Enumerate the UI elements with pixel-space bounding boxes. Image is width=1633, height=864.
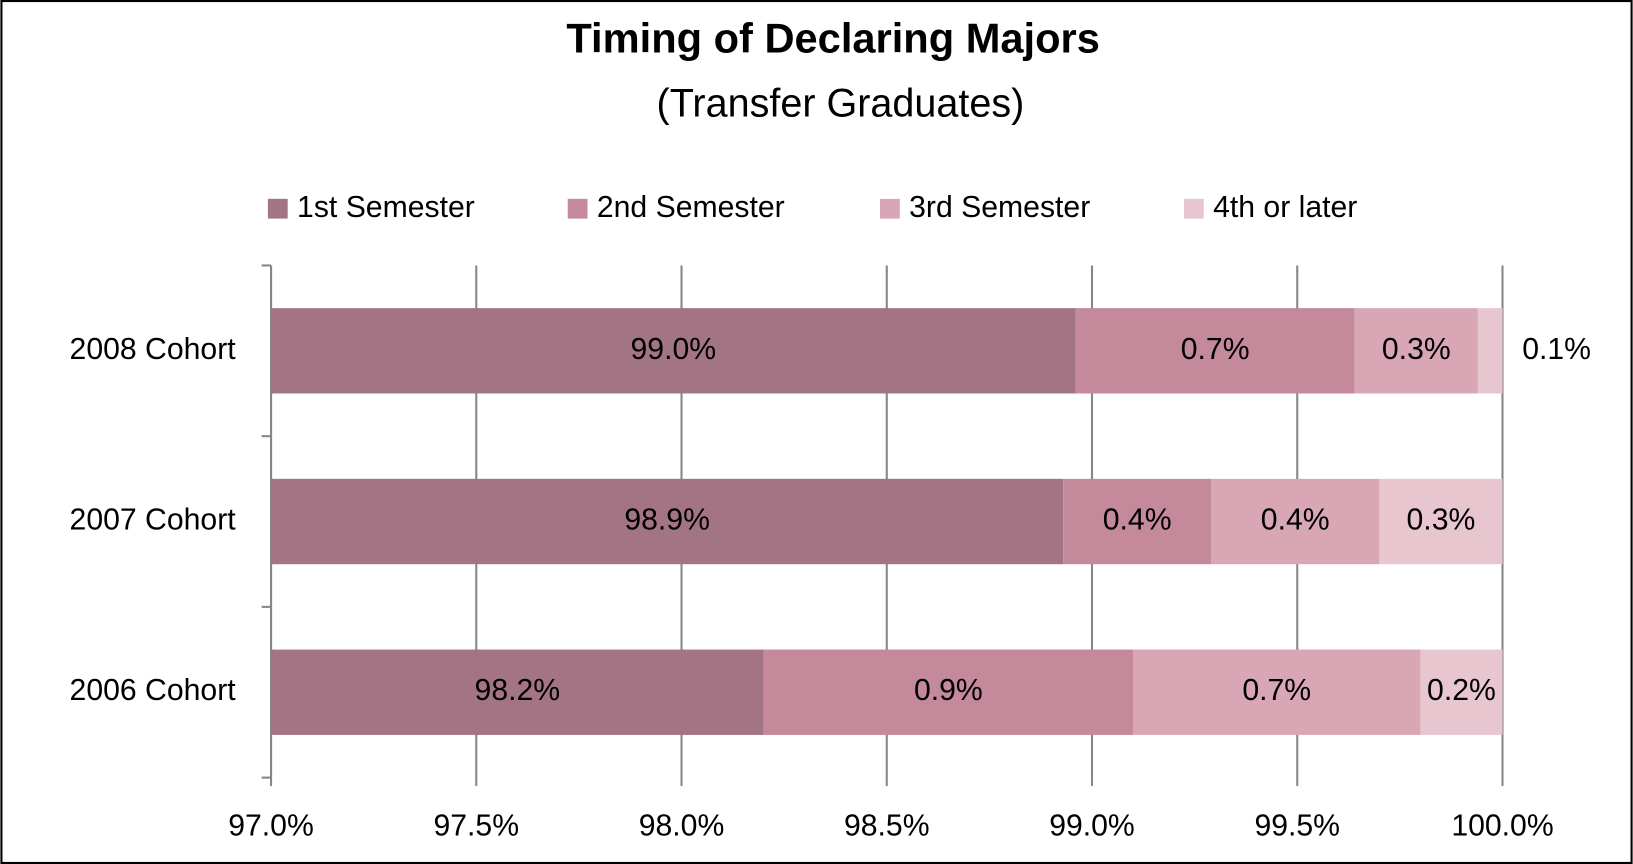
data-label: 0.3% bbox=[1407, 503, 1476, 536]
x-tick-label: 98.0% bbox=[639, 810, 725, 843]
y-tick-label: 2006 Cohort bbox=[70, 674, 237, 707]
x-tick-label: 100.0% bbox=[1451, 810, 1553, 843]
data-label: 0.1% bbox=[1522, 333, 1591, 366]
legend-swatch bbox=[879, 198, 900, 219]
data-label: 98.9% bbox=[624, 503, 710, 536]
legend-swatch bbox=[267, 198, 288, 219]
legend-swatch bbox=[567, 198, 588, 219]
x-tick-label: 97.5% bbox=[433, 810, 519, 843]
data-label: 0.4% bbox=[1261, 503, 1330, 536]
bar-segment bbox=[1211, 478, 1380, 565]
legend-label: 2nd Semester bbox=[597, 191, 785, 224]
data-label: 0.7% bbox=[1181, 333, 1250, 366]
legend-label: 3rd Semester bbox=[909, 191, 1090, 224]
x-tick-label: 98.5% bbox=[844, 810, 930, 843]
x-tick-label: 99.0% bbox=[1049, 810, 1135, 843]
bar-segment bbox=[1075, 308, 1355, 394]
data-label: 0.9% bbox=[914, 674, 983, 707]
data-label: 0.4% bbox=[1103, 503, 1172, 536]
bar-segment bbox=[1063, 478, 1212, 565]
bar-segment bbox=[1354, 308, 1478, 394]
data-label: 0.3% bbox=[1382, 333, 1451, 366]
legend-swatch bbox=[1183, 198, 1204, 219]
y-tick-label: 2008 Cohort bbox=[70, 333, 237, 366]
legend-label: 1st Semester bbox=[297, 191, 475, 224]
bar-segment bbox=[271, 649, 764, 735]
bar-segment bbox=[1477, 308, 1503, 394]
bar-segment bbox=[271, 308, 1076, 394]
legend-label: 4th or later bbox=[1213, 191, 1357, 224]
data-label: 98.2% bbox=[475, 674, 561, 707]
x-tick-label: 97.0% bbox=[228, 810, 314, 843]
y-tick-label: 2007 Cohort bbox=[70, 503, 237, 536]
x-tick-label: 99.5% bbox=[1254, 810, 1340, 843]
data-label: 0.2% bbox=[1427, 674, 1496, 707]
data-label: 0.7% bbox=[1242, 674, 1311, 707]
chart-title: Timing of Declaring Majors bbox=[566, 15, 1100, 62]
bar-segment bbox=[1133, 649, 1421, 735]
bar-segment bbox=[1379, 478, 1503, 565]
chart-subtitle: (Transfer Graduates) bbox=[657, 82, 1025, 126]
bar-segment bbox=[271, 478, 1064, 565]
bar-segment bbox=[763, 649, 1134, 735]
data-label: 99.0% bbox=[631, 333, 717, 366]
bar-segment bbox=[1420, 649, 1503, 735]
